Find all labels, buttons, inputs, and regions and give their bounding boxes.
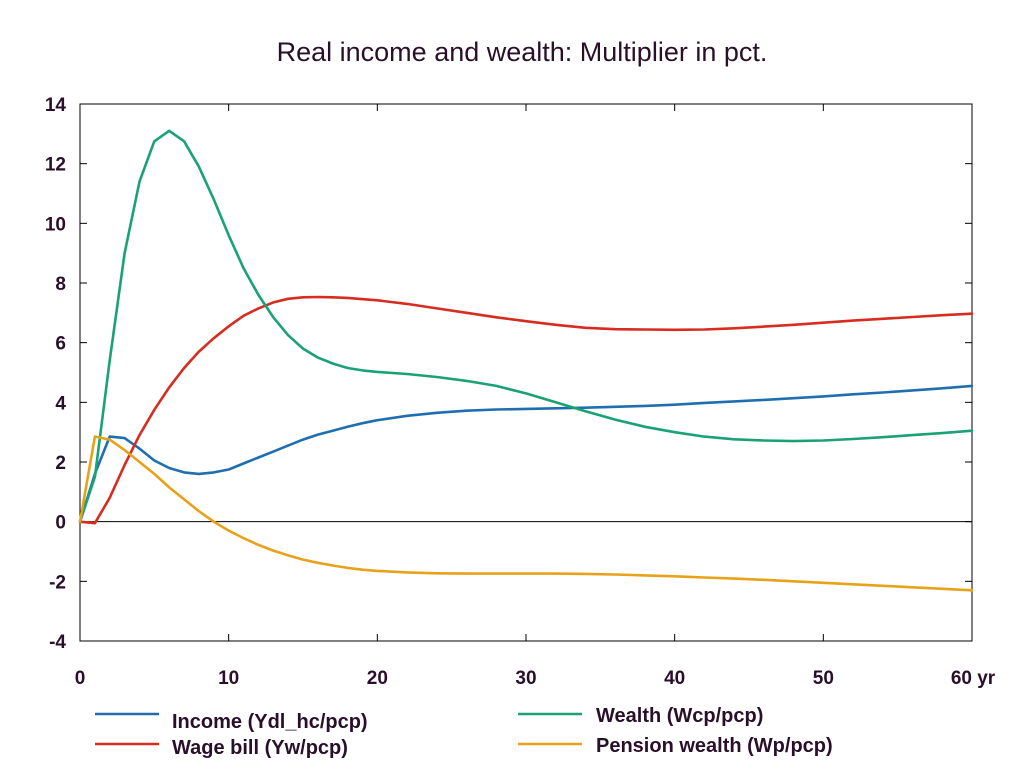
y-tick-label: 10 — [45, 214, 66, 235]
series-line-income — [78, 384, 974, 524]
series-line-wealth — [78, 129, 974, 524]
x-tick-label: 0 — [75, 668, 86, 689]
legend-label-wealth: Wealth (Wcp/pcp) — [596, 705, 763, 727]
x-tick-label: 60 yr — [951, 668, 996, 689]
legend-label-wage: Wage bill (Yw/pcp) — [172, 737, 348, 759]
chart-title: Real income and wealth: Multiplier in pc… — [277, 37, 768, 67]
x-tick-label: 40 — [664, 668, 685, 689]
y-tick-label: -2 — [49, 572, 66, 593]
series-line-pension — [78, 435, 974, 592]
x-tick-label: 20 — [367, 668, 388, 689]
y-tick-label: 6 — [55, 334, 66, 355]
x-tick-label: 10 — [218, 668, 239, 689]
axis-ticks: -4 -2 0 2 4 6 8 10 12 14 0 10 20 30 40 50 60 yr — [45, 95, 996, 689]
y-tick-label: 0 — [55, 513, 66, 534]
y-tick-label: 8 — [55, 274, 66, 295]
plot-frame — [79, 103, 973, 642]
legend: Income (Ydl_hc/pcp) Wage bill (Yw/pcp) Wea… — [95, 705, 833, 759]
x-tick-label: 30 — [515, 668, 536, 689]
y-tick-label: -4 — [49, 632, 66, 653]
y-tick-label: 2 — [55, 453, 66, 474]
legend-label-income: Income (Ydl_hc/pcp) — [172, 711, 368, 733]
y-tick-label: 14 — [45, 95, 67, 116]
legend-label-pension: Pension wealth (Wp/pcp) — [596, 735, 833, 757]
y-tick-label: 4 — [55, 393, 66, 414]
series-line-wage — [78, 295, 974, 525]
y-tick-label: 12 — [45, 155, 66, 176]
series-lines — [78, 129, 974, 592]
x-tick-label: 50 — [813, 668, 834, 689]
